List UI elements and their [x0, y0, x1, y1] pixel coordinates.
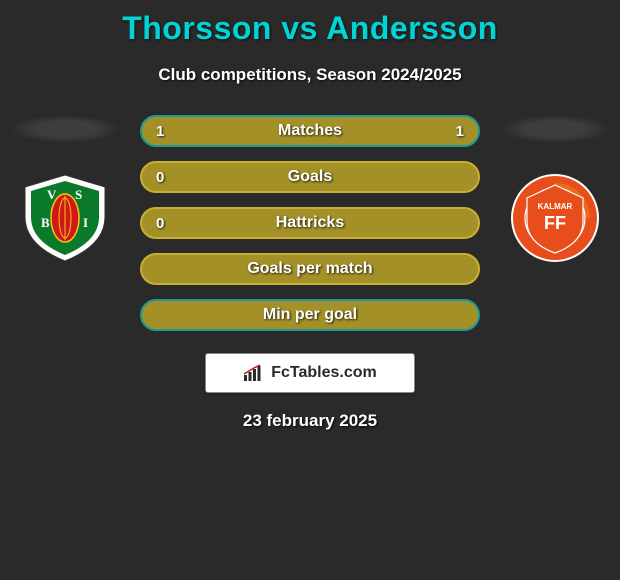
stat-label: Goals per match: [247, 260, 372, 278]
bar-chart-icon: [243, 364, 265, 382]
svg-text:KALMAR: KALMAR: [538, 202, 573, 211]
kalmar-ff-shield-icon: KALMAR FF: [505, 173, 605, 263]
stat-label: Matches: [278, 122, 342, 140]
left-player-col: V S B I: [5, 115, 125, 263]
page-title: Thorsson vs Andersson: [0, 0, 620, 47]
stat-bar-hattricks: 0 Hattricks: [140, 207, 480, 239]
stat-bar-goals: 0 Goals: [140, 161, 480, 193]
stat-bar-goals-per-match: Goals per match: [140, 253, 480, 285]
stat-label: Min per goal: [263, 306, 357, 324]
svg-text:B: B: [41, 215, 50, 230]
vbis-shield-icon: V S B I: [15, 173, 115, 263]
stat-label: Goals: [288, 168, 332, 186]
right-player-col: KALMAR FF: [495, 115, 615, 263]
player-shadow-left: [10, 115, 120, 143]
stat-label: Hattricks: [276, 214, 344, 232]
stat-bar-matches: 1 Matches 1: [140, 115, 480, 147]
date-line: 23 february 2025: [0, 411, 620, 431]
stat-value-left: 1: [156, 123, 164, 140]
stat-bar-min-per-goal: Min per goal: [140, 299, 480, 331]
stat-value-left: 0: [156, 169, 164, 186]
comparison-row: V S B I 1 Matches 1 0 Goals 0 Hattricks Goals p…: [0, 115, 620, 331]
subtitle: Club competitions, Season 2024/2025: [0, 65, 620, 85]
svg-text:S: S: [75, 187, 82, 202]
player-shadow-right: [500, 115, 610, 143]
club-badge-left: V S B I: [15, 173, 115, 263]
stat-value-right: 1: [456, 123, 464, 140]
attribution-text: FcTables.com: [271, 364, 377, 382]
svg-text:V: V: [47, 187, 57, 202]
attribution-box: FcTables.com: [205, 353, 415, 393]
stat-bars: 1 Matches 1 0 Goals 0 Hattricks Goals per match…: [140, 115, 480, 331]
stat-value-left: 0: [156, 215, 164, 232]
club-badge-right: KALMAR FF: [505, 173, 605, 263]
svg-text:I: I: [83, 215, 88, 230]
svg-text:FF: FF: [544, 213, 566, 233]
